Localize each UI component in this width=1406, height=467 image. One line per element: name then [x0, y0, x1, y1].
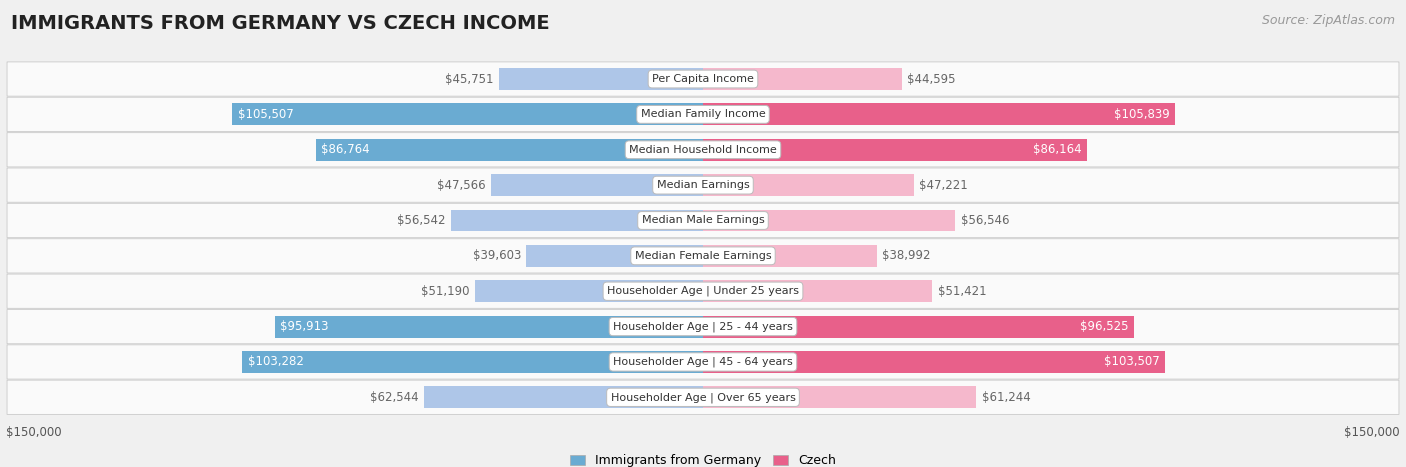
Text: $61,244: $61,244 [981, 391, 1031, 404]
Text: IMMIGRANTS FROM GERMANY VS CZECH INCOME: IMMIGRANTS FROM GERMANY VS CZECH INCOME [11, 14, 550, 33]
Bar [703, 68, 903, 90]
Bar [703, 316, 1133, 338]
Bar [703, 210, 955, 232]
Bar [526, 245, 703, 267]
FancyBboxPatch shape [7, 345, 1399, 379]
FancyBboxPatch shape [7, 168, 1399, 202]
Bar [703, 351, 1164, 373]
Text: Householder Age | 45 - 64 years: Householder Age | 45 - 64 years [613, 357, 793, 367]
Text: $38,992: $38,992 [883, 249, 931, 262]
Legend: Immigrants from Germany, Czech: Immigrants from Germany, Czech [565, 449, 841, 467]
Text: Median Earnings: Median Earnings [657, 180, 749, 190]
Text: Median Household Income: Median Household Income [628, 145, 778, 155]
Text: Householder Age | 25 - 44 years: Householder Age | 25 - 44 years [613, 321, 793, 332]
Bar [703, 245, 877, 267]
Bar [703, 386, 976, 408]
Text: Householder Age | Under 25 years: Householder Age | Under 25 years [607, 286, 799, 297]
Bar [242, 351, 703, 373]
Text: $45,751: $45,751 [446, 72, 494, 85]
Text: $103,507: $103,507 [1104, 355, 1160, 368]
Text: $62,544: $62,544 [370, 391, 419, 404]
FancyBboxPatch shape [7, 97, 1399, 132]
Bar [475, 280, 703, 302]
Text: $86,164: $86,164 [1033, 143, 1083, 156]
Text: Median Family Income: Median Family Income [641, 109, 765, 120]
Bar [425, 386, 703, 408]
Text: $56,542: $56,542 [396, 214, 446, 227]
FancyBboxPatch shape [7, 203, 1399, 238]
Text: Householder Age | Over 65 years: Householder Age | Over 65 years [610, 392, 796, 403]
Bar [703, 103, 1175, 125]
FancyBboxPatch shape [7, 133, 1399, 167]
FancyBboxPatch shape [7, 239, 1399, 273]
Text: Per Capita Income: Per Capita Income [652, 74, 754, 84]
Bar [703, 280, 932, 302]
Bar [499, 68, 703, 90]
FancyBboxPatch shape [7, 274, 1399, 308]
Text: $86,764: $86,764 [321, 143, 370, 156]
FancyBboxPatch shape [7, 380, 1399, 415]
FancyBboxPatch shape [7, 310, 1399, 344]
Text: $103,282: $103,282 [247, 355, 304, 368]
Text: $51,421: $51,421 [938, 285, 987, 298]
Bar [703, 174, 914, 196]
Text: $47,221: $47,221 [920, 178, 967, 191]
Text: $51,190: $51,190 [420, 285, 470, 298]
Bar [451, 210, 703, 232]
Text: $56,546: $56,546 [960, 214, 1010, 227]
Bar [232, 103, 703, 125]
Bar [703, 139, 1087, 161]
Bar [316, 139, 703, 161]
Text: $95,913: $95,913 [280, 320, 329, 333]
Text: $105,507: $105,507 [238, 108, 294, 121]
Text: Median Female Earnings: Median Female Earnings [634, 251, 772, 261]
Bar [491, 174, 703, 196]
Text: $47,566: $47,566 [437, 178, 485, 191]
Text: Source: ZipAtlas.com: Source: ZipAtlas.com [1261, 14, 1395, 27]
Text: $105,839: $105,839 [1114, 108, 1170, 121]
Text: $39,603: $39,603 [472, 249, 522, 262]
FancyBboxPatch shape [7, 62, 1399, 96]
Text: $96,525: $96,525 [1080, 320, 1128, 333]
Text: $44,595: $44,595 [907, 72, 956, 85]
Bar [276, 316, 703, 338]
Text: Median Male Earnings: Median Male Earnings [641, 215, 765, 226]
